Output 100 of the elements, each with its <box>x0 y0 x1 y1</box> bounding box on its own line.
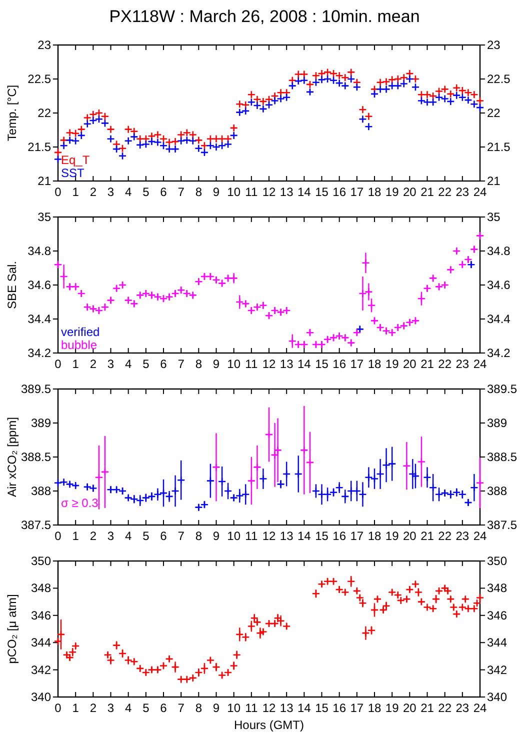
x-tick-label: 4 <box>124 701 132 715</box>
x-tick-label: 13 <box>280 529 294 543</box>
x-tick-label: 11 <box>245 529 258 543</box>
x-tick-label: 2 <box>90 185 97 199</box>
y-tick-label: 388 <box>30 484 52 498</box>
y2-tick-label: 34.2 <box>487 346 511 360</box>
x-tick-label: 20 <box>402 701 417 715</box>
x-tick-label: 16 <box>332 529 346 543</box>
y2-tick-label: 342 <box>487 662 508 677</box>
x-tick-label: 6 <box>160 701 168 715</box>
x-tick-label: 20 <box>402 185 417 199</box>
x-tick-label: 14 <box>297 357 312 371</box>
x-tick-label: 5 <box>142 529 150 543</box>
x-tick-label: 6 <box>160 529 168 543</box>
x-tick-label: 15 <box>315 529 329 543</box>
y-tick-label: 34.2 <box>28 346 52 360</box>
x-tick-label: 14 <box>297 701 312 715</box>
x-tick-label: 24 <box>473 185 487 199</box>
y-tick-label: 22 <box>38 106 52 120</box>
y-tick-label: 387.5 <box>20 518 52 532</box>
y2-tick-label: 35 <box>487 210 501 224</box>
x-tick-label: 23 <box>456 529 470 543</box>
x-tick-label: 8 <box>195 185 202 199</box>
x-tick-label: 18 <box>368 701 382 715</box>
x-tick-label: 21 <box>420 701 434 715</box>
y2-tick-label: 340 <box>487 690 508 704</box>
x-tick-label: 2 <box>90 529 97 543</box>
x-tick-label: 1 <box>72 701 80 715</box>
x-tick-label: 8 <box>195 357 202 371</box>
series-label: σ ≥ 0.3 <box>61 496 99 510</box>
y2-tick-label: 389 <box>487 416 508 430</box>
y-tick-label: 388.5 <box>20 450 52 464</box>
x-tick-label: 22 <box>438 185 452 199</box>
x-tick-label: 21 <box>420 357 434 371</box>
x-tick-label: 20 <box>402 357 417 371</box>
x-tick-label: 2 <box>90 357 97 371</box>
x-tick-label: 9 <box>212 701 220 715</box>
x-tick-label: 18 <box>368 357 382 371</box>
x-tick-label: 16 <box>332 357 346 371</box>
x-tick-label: 12 <box>262 357 276 371</box>
y-tick-label: 389 <box>30 416 52 430</box>
y-axis-title: pCO₂ [μ atm] <box>5 594 19 664</box>
y2-tick-label: 348 <box>487 581 508 596</box>
y-tick-label: 34.4 <box>28 312 52 326</box>
y-tick-label: 344 <box>30 636 52 650</box>
y2-tick-label: 387.5 <box>487 518 518 532</box>
x-tick-label: 24 <box>473 529 487 543</box>
x-tick-label: 20 <box>402 529 417 543</box>
x-tick-label: 0 <box>54 701 62 715</box>
x-tick-label: 13 <box>280 357 294 371</box>
y-tick-label: 35 <box>38 210 52 224</box>
y2-tick-label: 388 <box>487 484 508 498</box>
x-tick-label: 11 <box>245 701 258 715</box>
x-tick-label: 12 <box>262 701 276 715</box>
x-tick-label: 3 <box>107 701 114 715</box>
y-axis-title: Air xCO₂ [ppm] <box>5 416 19 498</box>
x-tick-label: 24 <box>473 701 487 715</box>
x-tick-label: 19 <box>385 185 400 199</box>
x-tick-label: 13 <box>280 701 294 715</box>
x-tick-label: 9 <box>212 529 220 543</box>
x-tick-label: 5 <box>142 357 150 371</box>
x-tick-label: 7 <box>178 701 185 715</box>
x-tick-label: 19 <box>385 701 400 715</box>
x-tick-label: 3 <box>107 185 114 199</box>
x-tick-label: 17 <box>350 529 364 543</box>
y2-tick-label: 34.8 <box>487 244 511 258</box>
y2-tick-label: 388.5 <box>487 450 518 464</box>
x-tick-label: 8 <box>195 529 202 543</box>
x-tick-label: 23 <box>456 185 470 199</box>
text: bubble <box>61 338 98 352</box>
y-tick-label: 346 <box>30 608 52 622</box>
y2-tick-label: 21.5 <box>487 140 511 154</box>
x-tick-label: 1 <box>72 185 80 199</box>
y-tick-label: 350 <box>30 554 52 568</box>
x-tick-label: 18 <box>368 185 382 199</box>
y2-tick-label: 389.5 <box>487 382 518 396</box>
y-tick-label: 342 <box>30 662 52 677</box>
y2-tick-label: 34.4 <box>487 312 511 326</box>
y2-tick-label: 23 <box>487 38 501 52</box>
y2-tick-label: 34.6 <box>487 278 511 292</box>
y2-tick-label: 22.5 <box>487 72 511 86</box>
x-tick-label: 15 <box>315 357 329 371</box>
x-tick-label: 16 <box>332 701 346 715</box>
x-tick-label: 0 <box>54 529 62 543</box>
y-tick-label: 34.6 <box>28 278 52 292</box>
y-tick-label: 389.5 <box>20 382 52 396</box>
x-tick-label: 3 <box>107 529 114 543</box>
y-tick-label: 340 <box>30 690 52 704</box>
x-tick-label: 9 <box>212 357 220 371</box>
x-tick-label: 4 <box>124 357 132 371</box>
x-tick-label: 23 <box>456 357 470 371</box>
x-tick-label: 21 <box>420 529 434 543</box>
x-tick-label: 2 <box>90 701 97 715</box>
x-tick-label: 17 <box>350 185 364 199</box>
x-tick-label: 22 <box>438 701 452 715</box>
x-tick-label: 0 <box>54 185 62 199</box>
x-tick-label: 24 <box>473 357 487 371</box>
x-tick-label: 12 <box>262 529 276 543</box>
y-axis-title: SBE Sal. <box>5 260 19 310</box>
x-tick-label: 10 <box>227 185 241 199</box>
